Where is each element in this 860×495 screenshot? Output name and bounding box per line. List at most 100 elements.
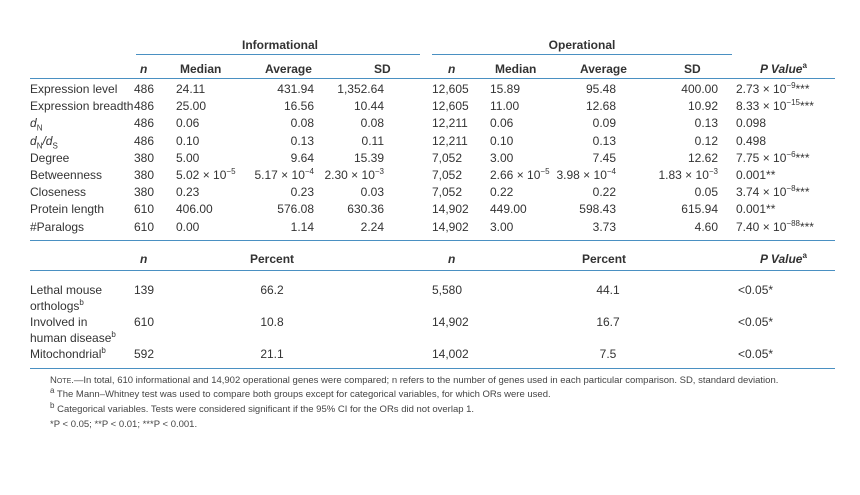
- cell-p: 8.33 × 10−15***: [736, 98, 814, 114]
- cat-cell-o-pct: 44.1: [596, 283, 620, 297]
- cat-row-label: Involved in human diseaseb: [30, 315, 116, 345]
- col-header-i-average: Average: [265, 62, 312, 76]
- significance-note: *P < 0.05; **P < 0.01; ***P < 0.001.: [50, 419, 198, 430]
- cell-o-median: 0.10: [490, 133, 514, 148]
- cat-cell-i-n: 139: [134, 283, 155, 297]
- cat-cell-o-n: 14,002: [432, 347, 469, 361]
- row-label: dN/dS: [30, 133, 58, 150]
- cell-i-sd: 2.30 × 10−3: [324, 167, 384, 183]
- cell-i-n: 610: [134, 202, 155, 217]
- group-rule-informational: [136, 54, 420, 55]
- cell-i-avg: 431.94: [277, 82, 314, 96]
- col-header-i-median: Median: [180, 62, 222, 76]
- bottom-rule: [30, 368, 835, 369]
- col-header-o-n: n: [448, 62, 456, 76]
- cell-o-n: 7,052: [432, 168, 463, 182]
- cell-p: 2.73 × 10−9***: [736, 81, 810, 97]
- cell-i-n: 486: [134, 133, 155, 148]
- cell-o-n: 12,605: [432, 82, 469, 96]
- cell-p: 7.40 × 10−88***: [736, 218, 814, 234]
- row-label: Expression level: [30, 82, 118, 96]
- cell-o-avg: 7.45: [592, 150, 616, 165]
- cell-i-sd: 10.44: [353, 99, 384, 114]
- cell-o-avg: 3.98 × 10−4: [556, 167, 616, 183]
- cell-i-avg: 16.56: [283, 99, 314, 114]
- cell-o-avg: 0.09: [592, 116, 616, 131]
- cell-o-median: 0.22: [490, 185, 514, 200]
- cell-i-avg: 9.64: [290, 150, 314, 165]
- cell-o-sd: 0.05: [694, 185, 718, 200]
- col-header-o-median: Median: [495, 62, 537, 76]
- cell-o-n: 12,605: [432, 99, 469, 114]
- cell-o-median: 2.66 × 10−5: [490, 167, 550, 183]
- cell-i-median: 0.00: [176, 219, 200, 234]
- cell-o-median: 3.00: [490, 150, 514, 165]
- cell-i-n: 380: [134, 150, 155, 165]
- cell-i-sd: 1,352.64: [337, 82, 384, 96]
- cell-o-sd: 4.60: [694, 219, 718, 234]
- cell-p: 0.001**: [736, 168, 776, 182]
- cell-i-n: 380: [134, 185, 155, 200]
- cell-p: 0.498: [736, 133, 767, 148]
- col-header-cat-o-percent: Percent: [582, 252, 627, 266]
- cell-p: 7.75 × 10−6***: [736, 149, 810, 165]
- row-label: Degree: [30, 150, 70, 165]
- cat-cell-i-pct: 10.8: [260, 315, 284, 329]
- cat-row-label: Lethal mouse orthologsb: [30, 283, 103, 313]
- cell-i-n: 380: [134, 168, 155, 182]
- cell-i-sd: 2.24: [360, 219, 384, 234]
- cat-cell-o-n: 5,580: [432, 283, 463, 297]
- cell-i-n: 486: [134, 82, 155, 96]
- cat-cell-i-n: 592: [134, 347, 155, 361]
- cell-o-avg: 0.22: [592, 185, 616, 200]
- cell-o-n: 14,902: [432, 219, 469, 234]
- row-label: Closeness: [30, 185, 87, 200]
- cell-o-sd: 10.92: [687, 99, 718, 114]
- cell-o-sd: 0.12: [694, 133, 718, 148]
- cell-o-n: 7,052: [432, 150, 463, 165]
- cell-i-median: 5.00: [176, 150, 200, 165]
- cell-o-sd: 1.83 × 10−3: [658, 167, 718, 183]
- cell-o-median: 11.00: [490, 99, 520, 114]
- group-header-operational: Operational: [548, 38, 616, 52]
- row-label: Protein length: [30, 202, 105, 217]
- col-header-cat-i-percent: Percent: [250, 252, 295, 266]
- cat-cell-p: <0.05*: [738, 283, 774, 297]
- row-label: dN: [30, 116, 43, 133]
- cell-o-n: 12,211: [432, 116, 468, 131]
- table-note: Note.—In total, 610 informational and 14…: [50, 375, 779, 386]
- cell-p: 0.001**: [736, 202, 776, 217]
- cell-i-median: 0.10: [176, 133, 200, 148]
- cell-i-n: 610: [134, 219, 155, 234]
- col-header-i-sd: SD: [374, 62, 391, 76]
- cat-cell-p: <0.05*: [738, 347, 774, 361]
- cell-i-avg: 576.08: [277, 202, 314, 217]
- footnote-a: a The Mann–Whitney test was used to comp…: [50, 385, 551, 400]
- col-header-i-n: n: [140, 62, 148, 76]
- cat-row-label: Mitochondrialb: [30, 346, 106, 362]
- cell-o-n: 14,902: [432, 202, 469, 217]
- cell-o-n: 12,211: [432, 133, 468, 148]
- cell-i-avg: 1.14: [290, 219, 314, 234]
- header-rule-2: [30, 270, 835, 271]
- row-label: #Paralogs: [30, 219, 85, 234]
- cell-i-median: 5.02 × 10−5: [176, 167, 236, 183]
- cell-o-avg: 3.73: [592, 219, 616, 234]
- col-header-cat-o-n: n: [448, 252, 456, 266]
- cell-i-avg: 0.23: [290, 185, 314, 200]
- cell-o-sd: 0.13: [694, 116, 718, 131]
- cell-i-median: 0.23: [176, 185, 200, 200]
- group-rule-operational: [432, 54, 732, 55]
- group-header-informational: Informational: [241, 38, 318, 52]
- cat-cell-o-pct: 7.5: [599, 347, 617, 361]
- cell-i-avg: 0.13: [290, 133, 314, 148]
- cell-o-avg: 0.13: [592, 133, 616, 148]
- cat-cell-o-pct: 16.7: [596, 315, 620, 329]
- row-label: Betweenness: [30, 168, 103, 182]
- col-header-cat-i-n: n: [140, 252, 148, 266]
- cell-i-n: 486: [134, 116, 155, 131]
- col-header-cat-pvalue: P Valuea: [760, 251, 807, 267]
- col-header-o-sd: SD: [684, 62, 701, 76]
- cell-i-n: 486: [134, 99, 155, 114]
